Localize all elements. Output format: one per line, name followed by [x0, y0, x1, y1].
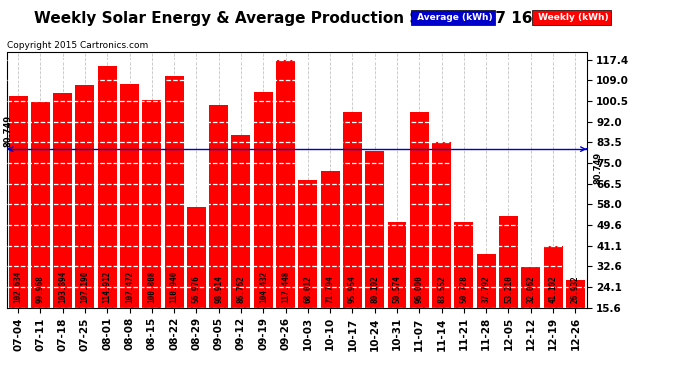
Bar [499, 216, 518, 308]
Bar [321, 171, 339, 308]
Text: 100.808: 100.808 [147, 270, 157, 303]
Text: 41.102: 41.102 [549, 275, 558, 303]
Text: 107.472: 107.472 [125, 270, 134, 303]
Text: 117.448: 117.448 [281, 270, 290, 303]
Bar [120, 84, 139, 308]
Bar [477, 254, 495, 308]
Text: 80.749: 80.749 [3, 115, 12, 147]
Text: 96.000: 96.000 [415, 275, 424, 303]
Text: 102.634: 102.634 [14, 270, 23, 303]
Text: 114.912: 114.912 [103, 270, 112, 303]
Text: Average (kWh): Average (kWh) [414, 13, 493, 22]
Bar [142, 100, 161, 308]
Text: 86.762: 86.762 [237, 275, 246, 303]
Text: 80.749: 80.749 [593, 152, 602, 184]
Bar [31, 102, 50, 308]
Text: 50.728: 50.728 [460, 275, 469, 303]
Bar [522, 267, 540, 308]
Text: 26.932: 26.932 [571, 275, 580, 303]
Bar [298, 180, 317, 308]
Text: 104.432: 104.432 [259, 270, 268, 303]
Bar [254, 92, 273, 308]
Bar [276, 60, 295, 308]
Bar [165, 76, 184, 307]
Text: 80.102: 80.102 [371, 275, 380, 303]
Text: 50.574: 50.574 [393, 275, 402, 303]
Bar [455, 222, 473, 308]
Text: 53.210: 53.210 [504, 275, 513, 303]
Bar [209, 105, 228, 308]
Text: Copyright 2015 Cartronics.com: Copyright 2015 Cartronics.com [7, 41, 148, 50]
Text: 56.976: 56.976 [192, 275, 201, 303]
Bar [566, 280, 585, 308]
Bar [410, 112, 428, 308]
Bar [365, 151, 384, 308]
Text: 37.792: 37.792 [482, 275, 491, 303]
Bar [343, 112, 362, 308]
Text: 83.552: 83.552 [437, 275, 446, 303]
Text: 68.012: 68.012 [304, 275, 313, 303]
Bar [8, 96, 28, 308]
Text: Weekly Solar Energy & Average Production Sun Dec 27 16:11: Weekly Solar Energy & Average Production… [34, 11, 560, 26]
Bar [232, 135, 250, 308]
Text: 95.954: 95.954 [348, 275, 357, 303]
Bar [544, 246, 562, 308]
Text: 98.914: 98.914 [214, 275, 223, 303]
Bar [432, 142, 451, 308]
Bar [75, 85, 95, 308]
Text: 32.062: 32.062 [526, 275, 535, 303]
Bar [187, 207, 206, 308]
Text: 103.894: 103.894 [58, 270, 67, 303]
Text: 107.190: 107.190 [81, 270, 90, 303]
Bar [98, 66, 117, 308]
Bar [53, 93, 72, 308]
Text: 71.794: 71.794 [326, 275, 335, 303]
Bar [388, 222, 406, 308]
Text: Weekly (kWh): Weekly (kWh) [535, 13, 609, 22]
Text: 99.968: 99.968 [36, 275, 45, 303]
Text: 110.940: 110.940 [170, 270, 179, 303]
